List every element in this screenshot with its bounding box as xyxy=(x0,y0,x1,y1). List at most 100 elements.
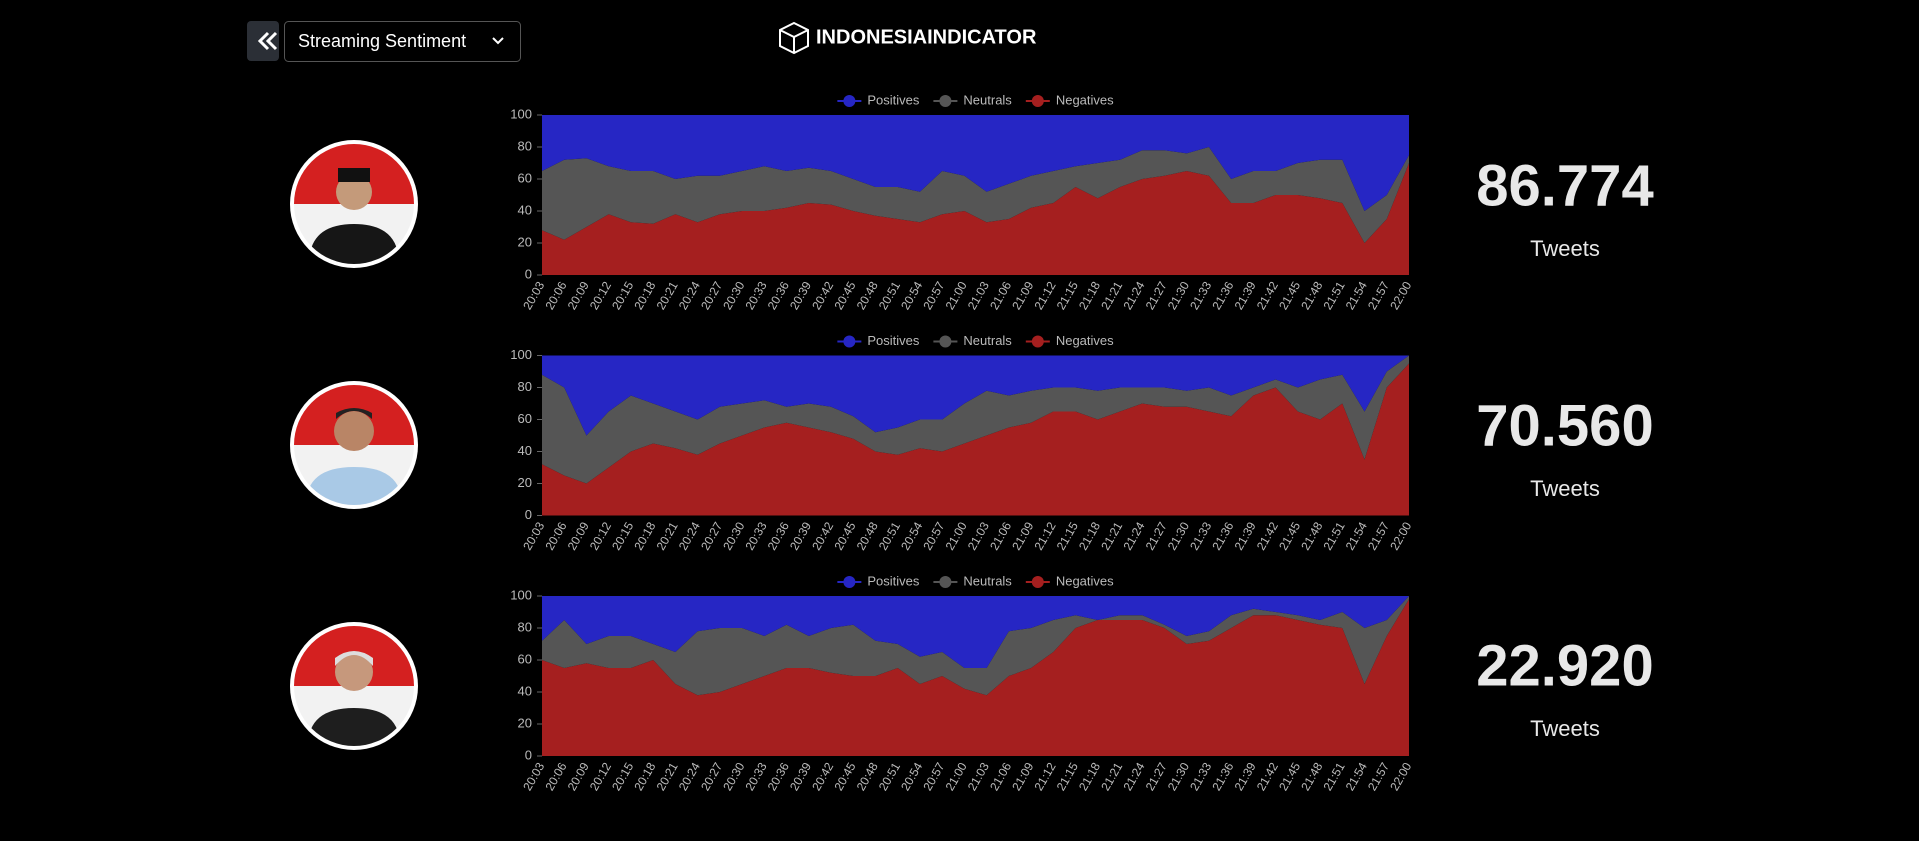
x-tick-label: 21:00 xyxy=(943,760,970,793)
x-tick-label: 21:18 xyxy=(1076,760,1103,793)
x-tick-label: 20:54 xyxy=(898,519,925,552)
legend-marker xyxy=(1031,95,1044,107)
x-tick-label: 21:48 xyxy=(1298,760,1325,793)
x-tick-label: 20:18 xyxy=(631,519,658,552)
x-tick-label: 20:36 xyxy=(765,760,792,793)
legend: Positives Neutrals Negatives xyxy=(837,333,1114,348)
y-tick-label: 80 xyxy=(518,138,532,153)
y-tick-label: 60 xyxy=(518,651,532,666)
x-tick-label: 20:57 xyxy=(920,760,947,793)
x-tick-label: 20:42 xyxy=(809,279,836,312)
y-tick-label: 80 xyxy=(518,379,532,394)
x-tick-label: 20:48 xyxy=(854,760,881,793)
x-tick-label: 21:57 xyxy=(1365,279,1392,312)
x-tick-label: 20:48 xyxy=(854,279,881,312)
x-tick-label: 21:54 xyxy=(1343,760,1370,793)
x-tick-label: 21:27 xyxy=(1143,519,1170,552)
x-tick-label: 21:48 xyxy=(1298,279,1325,312)
x-tick-label: 21:00 xyxy=(943,279,970,312)
x-tick-label: 20:21 xyxy=(654,279,681,312)
x-tick-label: 20:51 xyxy=(876,279,903,312)
y-tick-label: 60 xyxy=(518,411,532,426)
y-tick-label: 20 xyxy=(518,715,532,730)
x-tick-label: 20:39 xyxy=(787,760,814,793)
x-tick-label: 21:51 xyxy=(1321,279,1348,312)
x-tick-label: 20:48 xyxy=(854,519,881,552)
y-tick-label: 40 xyxy=(518,202,532,217)
x-tick-label: 21:03 xyxy=(965,279,992,312)
x-tick-label: 21:39 xyxy=(1232,279,1259,312)
x-tick-label: 20:03 xyxy=(520,760,547,793)
x-tick-label: 21:45 xyxy=(1276,519,1303,552)
tweet-label: Tweets xyxy=(1530,716,1600,741)
y-tick-label: 100 xyxy=(510,347,532,362)
y-tick-label: 100 xyxy=(510,587,532,602)
x-tick-label: 20:27 xyxy=(698,279,725,312)
x-tick-label: 21:39 xyxy=(1232,519,1259,552)
legend-label: Neutrals xyxy=(963,92,1012,107)
x-tick-label: 20:39 xyxy=(787,279,814,312)
x-tick-label: 21:36 xyxy=(1209,279,1236,312)
x-tick-label: 21:21 xyxy=(1098,760,1125,793)
tweet-label: Tweets xyxy=(1530,476,1600,501)
x-tick-label: 20:42 xyxy=(809,519,836,552)
x-tick-label: 20:27 xyxy=(698,760,725,793)
x-tick-label: 21:27 xyxy=(1143,279,1170,312)
x-tick-label: 20:03 xyxy=(520,279,547,312)
x-tick-label: 20:51 xyxy=(876,519,903,552)
legend-marker xyxy=(1031,576,1044,588)
x-tick-label: 21:12 xyxy=(1032,519,1059,552)
x-tick-label: 21:57 xyxy=(1365,760,1392,793)
x-tick-label: 21:45 xyxy=(1276,279,1303,312)
area xyxy=(542,599,1409,756)
x-tick-label: 20:51 xyxy=(876,760,903,793)
legend: Positives Neutrals Negatives xyxy=(837,573,1114,588)
legend-marker xyxy=(939,335,952,348)
x-tick-label: 20:36 xyxy=(765,519,792,552)
dropdown[interactable]: Streaming Sentiment xyxy=(284,21,521,62)
legend-label: Positives xyxy=(867,92,920,107)
x-tick-label: 21:03 xyxy=(965,760,992,793)
y-tick-label: 40 xyxy=(518,683,532,698)
area xyxy=(542,596,1409,696)
legend-label: Positives xyxy=(867,573,920,588)
x-tick-label: 20:03 xyxy=(520,519,547,552)
x-tick-label: 20:06 xyxy=(542,760,569,793)
x-tick-label: 20:24 xyxy=(676,279,703,312)
legend-marker xyxy=(843,335,856,348)
legend-label: Negatives xyxy=(1056,333,1114,348)
x-tick-label: 20:30 xyxy=(720,519,747,552)
x-tick-label: 21:33 xyxy=(1187,279,1214,312)
x-tick-label: 20:30 xyxy=(720,279,747,312)
x-tick-label: 20:06 xyxy=(542,279,569,312)
x-tick-label: 21:24 xyxy=(1120,519,1147,552)
x-tick-label: 21:54 xyxy=(1343,279,1370,312)
x-tick-label: 20:15 xyxy=(609,519,636,552)
x-tick-label: 21:09 xyxy=(1009,279,1036,312)
x-tick-label: 21:30 xyxy=(1165,279,1192,312)
x-tick-label: 20:33 xyxy=(743,519,770,552)
x-tick-label: 20:36 xyxy=(765,279,792,312)
x-tick-label: 20:18 xyxy=(631,760,658,793)
x-tick-label: 21:27 xyxy=(1143,760,1170,793)
x-tick-label: 21:00 xyxy=(943,519,970,552)
x-tick-label: 20:09 xyxy=(565,519,592,552)
x-tick-label: 22:00 xyxy=(1387,279,1414,312)
x-tick-label: 21:15 xyxy=(1054,279,1081,312)
x-tick-label: 21:51 xyxy=(1321,519,1348,552)
legend-marker xyxy=(843,95,856,107)
back-button[interactable] xyxy=(247,21,279,61)
tweet-label: Tweets xyxy=(1530,236,1600,261)
x-tick-label: 20:15 xyxy=(609,760,636,793)
x-tick-label: 21:45 xyxy=(1276,760,1303,793)
x-tick-label: 22:00 xyxy=(1387,519,1414,552)
y-tick-label: 20 xyxy=(518,234,532,249)
x-tick-label: 20:57 xyxy=(920,519,947,552)
area xyxy=(542,163,1409,275)
x-tick-label: 21:30 xyxy=(1165,760,1192,793)
x-tick-label: 21:42 xyxy=(1254,279,1281,312)
tweet-count: 22.920 xyxy=(1476,633,1653,698)
x-tick-label: 21:51 xyxy=(1321,760,1348,793)
brand-logo: INDONESIAINDICATOR xyxy=(779,21,1037,55)
